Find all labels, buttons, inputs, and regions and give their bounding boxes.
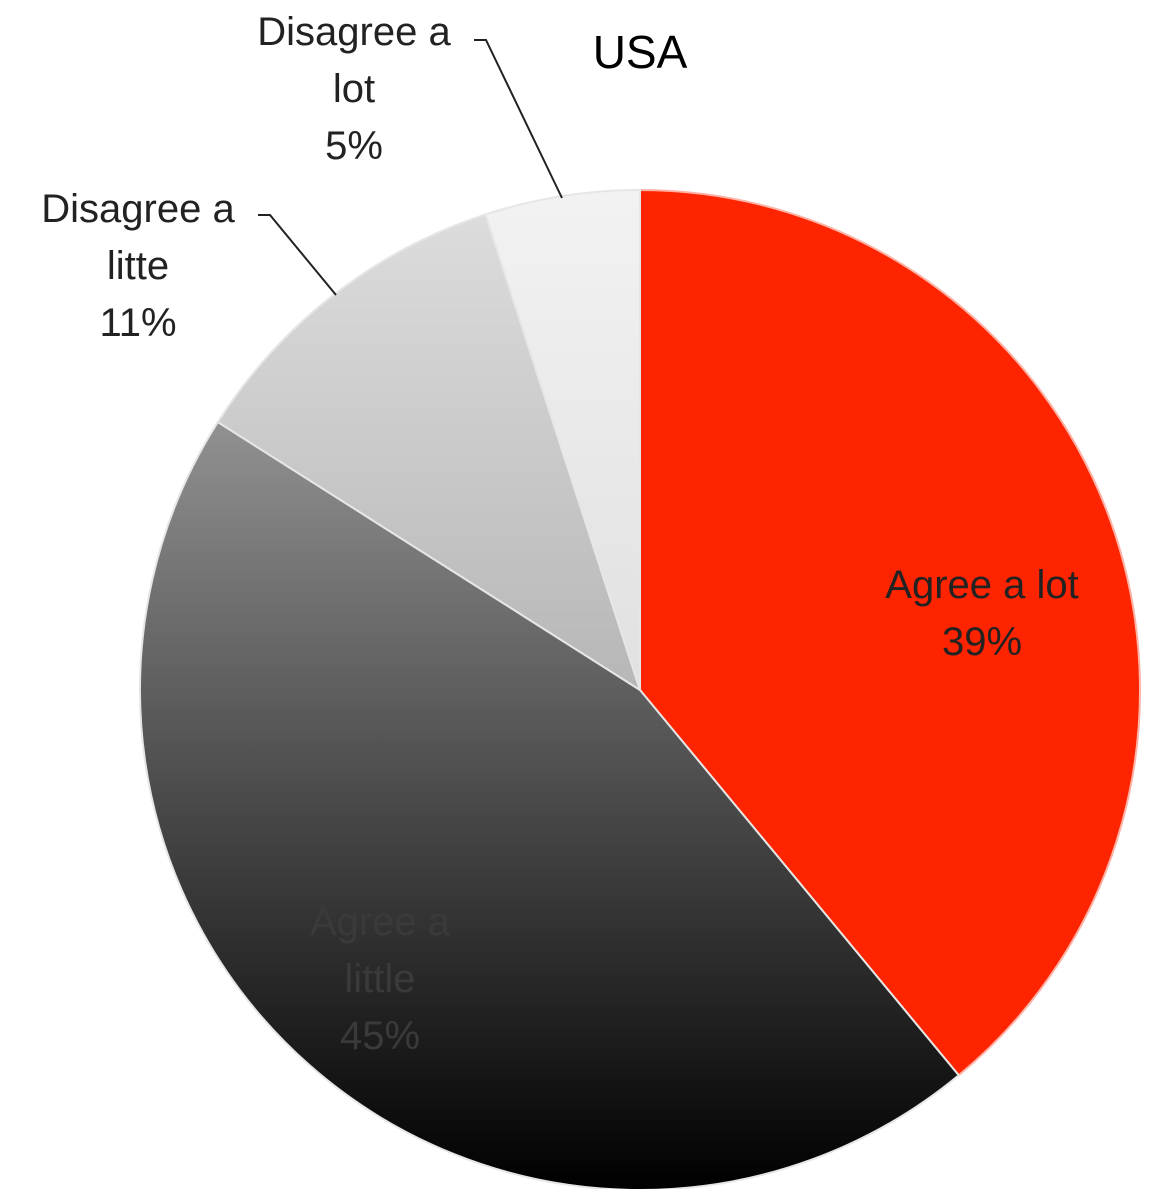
slice-labels: Agree a lot 39% Agree a little 45% Disagree a… (41, 10, 1078, 1058)
chart-title: USA (593, 26, 688, 78)
slice-percent-label: 5% (325, 124, 383, 168)
slice-percent-label: 11% (99, 301, 176, 345)
slice-agree-a-lot (639, 188, 1141, 1077)
label-disagree-a-lot: Disagree a lot 5% (257, 10, 451, 168)
slice-category-label: Agree a (310, 900, 451, 944)
label-disagree-a-little: Disagree a litte 11% (41, 187, 235, 345)
label-agree-a-lot: Agree a lot 39% (885, 563, 1078, 664)
pie-slices (139, 188, 1141, 1189)
slice-category-label: lot (333, 67, 375, 111)
slice-percent-label: 45% (340, 1014, 420, 1058)
slice-category-label: Disagree a (257, 10, 451, 54)
slice-category-label: litte (107, 244, 169, 288)
slice-category-label: Agree a lot (885, 563, 1078, 607)
leader-lines (258, 39, 563, 296)
leader-line-slice-disagree-a-lot (474, 39, 563, 199)
slice-category-label: Disagree a (41, 187, 235, 231)
label-agree-a-little: Agree a little 45% (310, 900, 451, 1058)
slice-category-label: little (344, 957, 415, 1001)
slice-disagree-a-little (216, 213, 642, 693)
slice-percent-label: 39% (942, 620, 1022, 664)
slice-agree-a-little (139, 420, 961, 1189)
leader-line-slice-disagree-a-little (258, 214, 337, 296)
